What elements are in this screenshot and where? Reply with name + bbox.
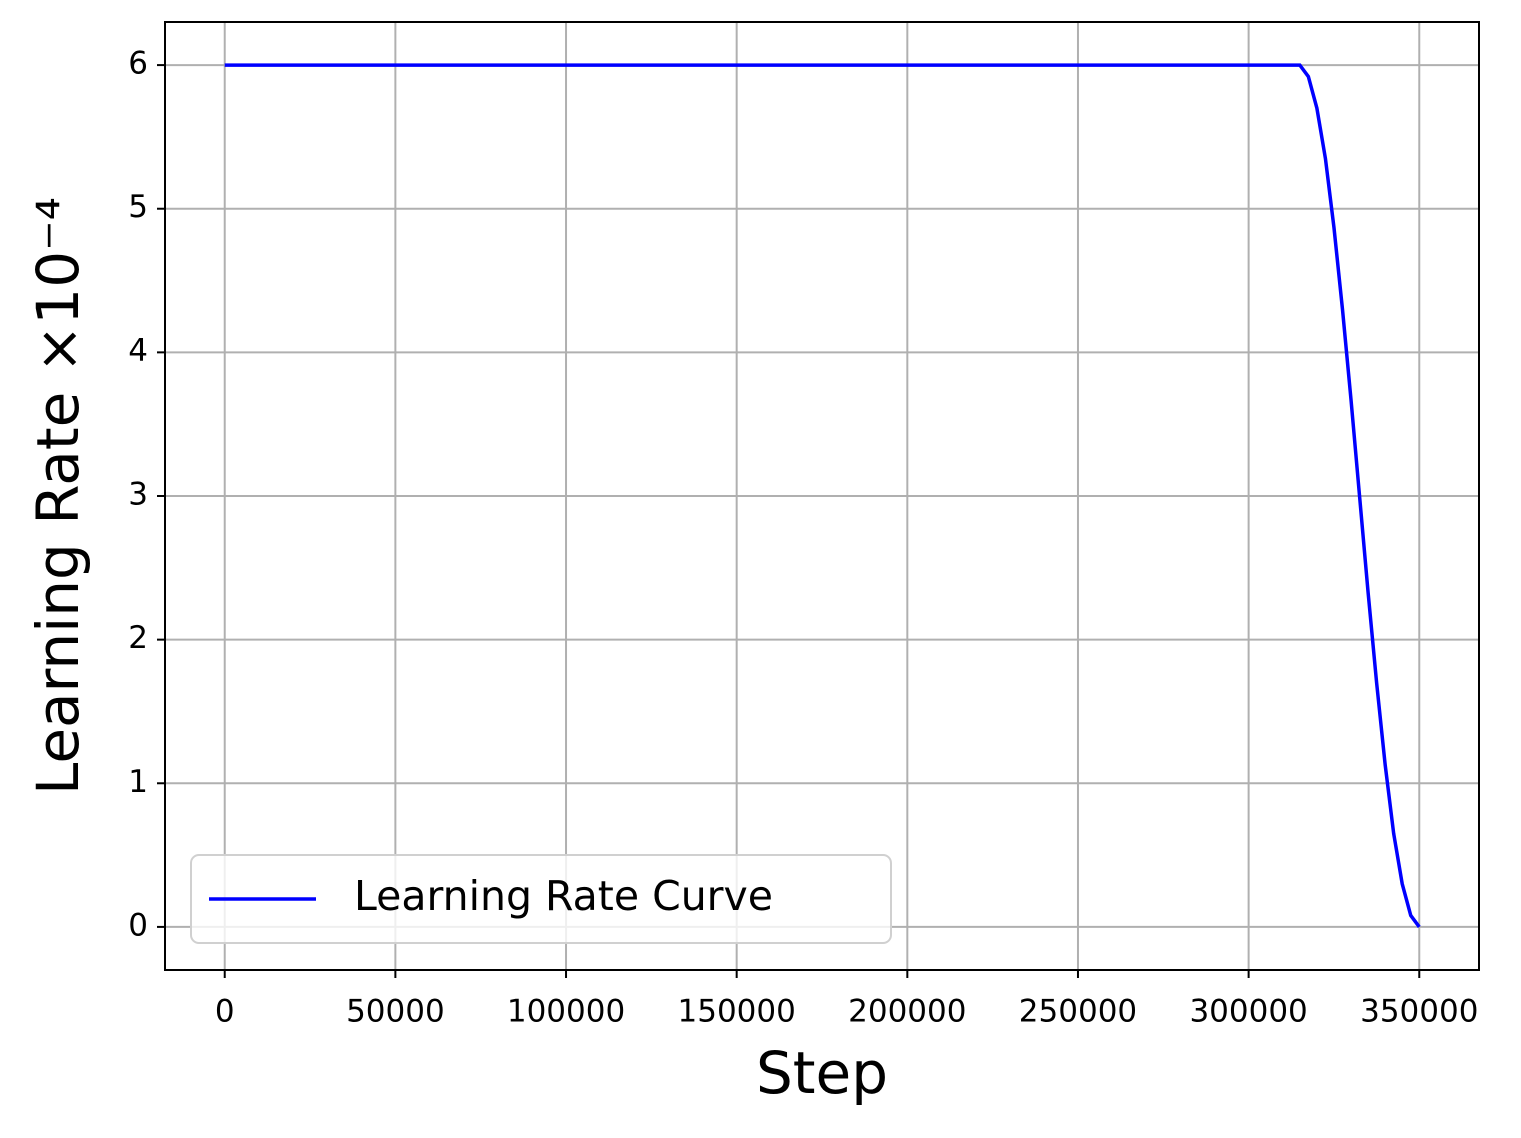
y-tick-label: 6 [128,46,148,82]
x-tick-label: 300000 [1189,994,1307,1030]
x-tick-label: 50000 [346,994,445,1030]
x-tick-label: 350000 [1360,994,1478,1030]
y-tick-label: 4 [128,333,148,369]
legend-label: Learning Rate Curve [354,872,773,920]
y-tick-label: 0 [128,907,148,943]
x-tick-label: 0 [215,994,235,1030]
y-tick-label: 2 [128,620,148,656]
y-tick-label: 5 [128,189,148,225]
x-axis-label: Step [756,1039,888,1107]
y-tick-label: 3 [128,477,148,513]
x-tick-label: 200000 [848,994,966,1030]
x-tick-label: 150000 [678,994,796,1030]
y-axis-label: Learning Rate ×10⁻⁴ [24,197,92,795]
legend-box [190,854,892,944]
plot-frame [164,21,1480,971]
y-tick-label: 1 [128,764,148,800]
data-line [224,63,1421,928]
x-tick-label: 100000 [507,994,625,1030]
x-tick-label: 250000 [1019,994,1137,1030]
